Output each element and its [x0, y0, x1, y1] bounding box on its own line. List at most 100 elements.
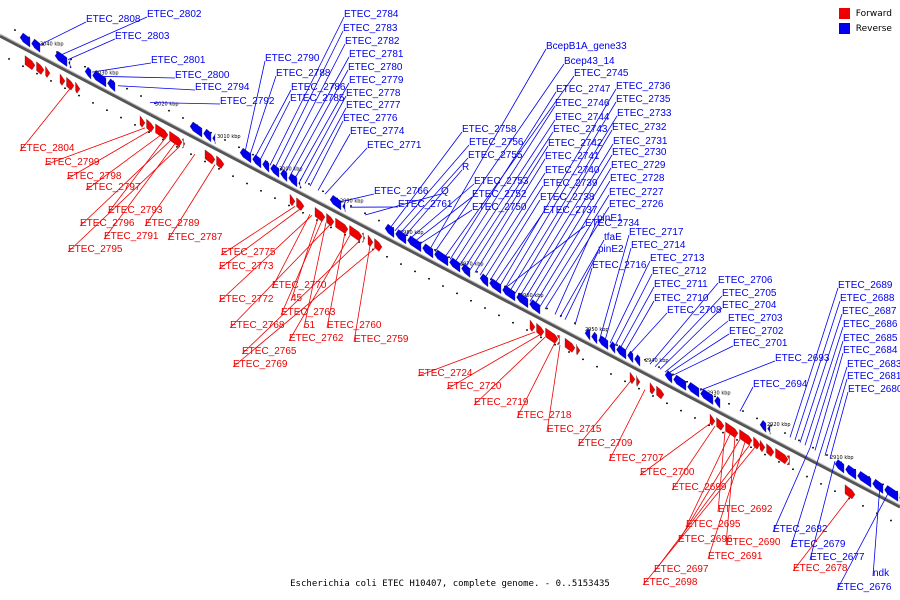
track-dot-upper — [252, 153, 254, 156]
track-dot-lower — [316, 219, 318, 221]
reverse-gene-label: ETEC_2682 — [773, 524, 828, 535]
reverse-gene-arrow — [342, 201, 346, 213]
forward-gene-label: ETEC_2692 — [718, 504, 773, 515]
reverse-gene-label-leader — [279, 43, 346, 171]
reverse-gene-label-leader — [659, 307, 723, 370]
reverse-gene-label-leader — [339, 193, 375, 203]
reverse-gene-arrow — [31, 38, 41, 53]
tick-label: 3020 kbp — [155, 102, 179, 108]
tick-label: 2930 kbp — [707, 391, 731, 397]
track-dot-lower — [246, 182, 248, 185]
reverse-gene-arrow — [203, 128, 212, 143]
reverse-gene-arrow — [673, 374, 687, 391]
reverse-gene-label: ETEC_2800 — [175, 70, 230, 81]
reverse-gene-label: ETEC_2681 — [847, 371, 900, 382]
forward-gene-label: ETEC_2698 — [643, 577, 698, 588]
forward-gene-label-leader — [288, 234, 351, 342]
track-dot-lower — [778, 461, 780, 463]
track-dot-upper — [546, 307, 548, 310]
track-dot-lower — [106, 109, 108, 111]
track-dot-upper — [714, 395, 716, 398]
reverse-gene-arrow — [212, 133, 216, 145]
forward-gene-label-leader — [353, 245, 371, 343]
forward-gene-label-leader — [271, 214, 311, 289]
track-dot-lower — [638, 387, 640, 390]
reverse-gene-label: tfaE — [604, 232, 622, 243]
forward-gene-arrow — [759, 439, 766, 453]
forward-gene-label-leader — [473, 336, 546, 406]
reverse-gene-label-leader — [464, 131, 554, 268]
reverse-gene-label: ETEC_2693 — [775, 353, 830, 364]
reverse-gene-label: ETEC_2733 — [617, 108, 672, 119]
track-dot-lower — [218, 168, 220, 170]
tick-label: 2950 kbp — [585, 327, 609, 333]
reverse-gene-label-leader — [564, 251, 599, 320]
forward-gene-arrow — [155, 123, 169, 140]
tick-label: 2980 kbp — [400, 230, 424, 236]
reverse-gene-label: ETEC_2753 — [474, 176, 529, 187]
forward-gene-arrow — [529, 319, 536, 332]
reverse-gene-label: ETEC_2744 — [555, 112, 610, 123]
reverse-gene-label: ETEC_2739 — [543, 178, 598, 189]
track-dot-lower — [652, 395, 654, 397]
track-dot-lower — [470, 299, 472, 302]
forward-gene-label-leader — [167, 164, 216, 241]
reverse-gene-arrow — [329, 194, 342, 211]
track-dot-lower — [428, 277, 430, 280]
forward-gene-label: ETEC_2695 — [686, 519, 741, 530]
track-dot-lower — [260, 190, 262, 192]
reverse-gene-label: ETEC_2777 — [346, 100, 401, 111]
track-dot-upper — [434, 249, 436, 251]
forward-gene-label-leader — [417, 331, 536, 377]
forward-gene-label-leader — [577, 381, 631, 447]
track-dot-lower — [288, 204, 290, 207]
reverse-gene-label-leader — [819, 366, 848, 454]
reverse-gene-label: ETEC_2677 — [810, 552, 865, 563]
forward-gene-label: ETEC_2795 — [68, 244, 123, 255]
reverse-gene-arrow — [857, 471, 872, 488]
forward-gene-arrow — [216, 155, 225, 169]
reverse-gene-arrow — [687, 382, 700, 398]
reverse-gene-label-leader — [284, 56, 350, 174]
track-dot-lower — [456, 292, 458, 295]
reverse-gene-label: ETEC_2683 — [847, 359, 900, 370]
forward-gene-label-leader — [685, 433, 731, 528]
forward-gene-arrow — [753, 436, 761, 450]
reverse-gene-label-leader — [304, 107, 347, 184]
reverse-gene-label-leader — [324, 147, 368, 195]
reverse-gene-label-leader — [614, 273, 653, 347]
forward-gene-label-leader — [218, 208, 301, 270]
reverse-gene-label: ETEC_2713 — [650, 253, 705, 264]
forward-gene-label: ETEC_2718 — [517, 410, 572, 421]
reverse-gene-label: ETEC_2731 — [613, 136, 668, 147]
reverse-gene-label: ETEC_2755 — [468, 150, 523, 161]
forward-gene-arrow — [204, 149, 216, 165]
reverse-gene-label: ETEC_2781 — [349, 49, 404, 60]
reverse-gene-label: ETEC_2705 — [722, 288, 777, 299]
forward-gene-label: ETEC_2797 — [86, 182, 141, 193]
legend-reverse-label: Reverse — [855, 23, 892, 34]
reverse-gene-label-leader — [772, 447, 811, 533]
reverse-gene-label-leader — [494, 212, 544, 284]
reverse-gene-arrow — [19, 32, 31, 48]
legend-forward: Forward — [838, 8, 892, 19]
reverse-gene-label: ETEC_2741 — [545, 151, 600, 162]
reverse-gene-label-leader — [629, 312, 668, 354]
reverse-gene-label-leader — [364, 193, 442, 216]
reverse-gene-arrow — [239, 147, 252, 164]
forward-gene-label: ETEC_2773 — [219, 261, 274, 272]
forward-gene-label: ETEC_2690 — [726, 537, 781, 548]
reverse-gene-label-leader — [67, 38, 116, 60]
reverse-gene-label-leader — [524, 154, 613, 299]
forward-gene-arrow — [564, 337, 576, 353]
track-dot-upper — [462, 263, 464, 266]
reverse-gene-arrow — [872, 478, 884, 494]
reverse-gene-label-leader — [414, 196, 473, 242]
track-dot-lower — [722, 431, 724, 434]
reverse-gene-arrow — [189, 121, 203, 138]
track-dot-upper — [798, 439, 800, 442]
track-dot-lower — [386, 256, 388, 258]
forward-gene-label-leader — [241, 240, 361, 355]
forward-gene-label: ETEC_2678 — [793, 563, 848, 574]
forward-gene-label: ETEC_2770 — [272, 280, 327, 291]
